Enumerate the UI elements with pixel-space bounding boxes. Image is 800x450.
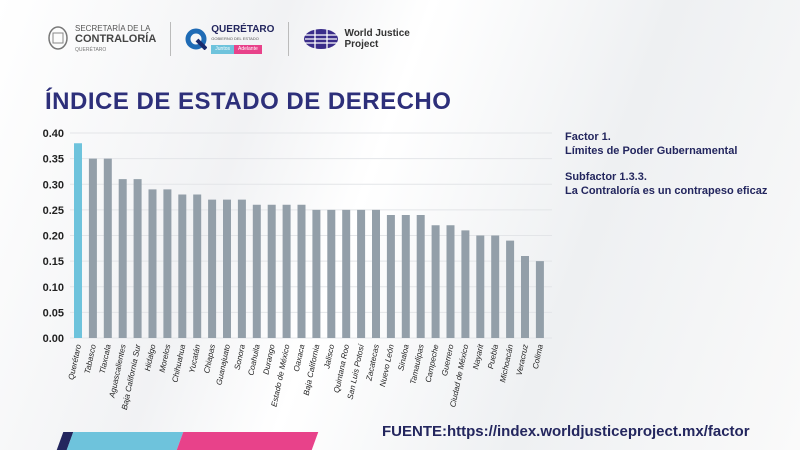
decorative-stripe <box>56 432 319 450</box>
x-tick-label: Oaxaca <box>292 343 307 372</box>
x-tick-label: Hidalgo <box>143 343 158 372</box>
queretaro-line2: GOBIERNO DEL ESTADO <box>211 35 259 41</box>
contraloria-line1: SECRETARÍA DE LA <box>75 23 151 33</box>
coat-of-arms-icon <box>48 26 68 50</box>
x-tick-label: Sonora <box>233 343 247 371</box>
factor-label: Factor 1. <box>565 131 611 143</box>
divider <box>170 22 172 56</box>
x-tick-label: Zacatecas <box>364 344 381 383</box>
source-text: FUENTE:https://index.worldjusticeproject… <box>382 423 750 440</box>
x-tick-label: Veracruz <box>515 344 530 377</box>
y-tick-label: 0.00 <box>43 333 64 345</box>
x-tick-label: Yucatán <box>187 343 202 374</box>
x-tick-label: Tamaulipas <box>408 344 425 386</box>
logo-contraloria: SECRETARÍA DE LA CONTRALORÍA QUERÉTARO <box>45 23 156 56</box>
x-tick-label: Coahuila <box>246 343 261 376</box>
bar <box>401 215 410 338</box>
bar <box>237 199 246 338</box>
y-tick-label: 0.40 <box>43 128 64 140</box>
x-tick-label: Guerrero <box>440 343 456 377</box>
bar <box>223 199 231 338</box>
bar <box>178 194 187 338</box>
x-tick-label: Querétaro <box>67 343 83 381</box>
bar <box>476 235 485 338</box>
bar <box>357 209 366 338</box>
bar <box>342 209 351 338</box>
bar <box>267 204 276 338</box>
bar <box>118 179 127 338</box>
bar <box>193 194 202 338</box>
y-tick-label: 0.35 <box>43 154 64 166</box>
bar <box>282 204 291 338</box>
bar <box>521 256 529 338</box>
x-tick-label: Durango <box>261 343 276 375</box>
bar <box>327 209 336 338</box>
factor-info: Factor 1. Límites de Poder Gubernamental … <box>565 130 767 210</box>
x-tick-label: Colima <box>531 343 545 370</box>
contraloria-sub: QUERÉTARO <box>75 46 107 53</box>
logo-queretaro: QUERÉTARO GOBIERNO DEL ESTADO Juntos Ade… <box>185 23 275 54</box>
y-tick-label: 0.30 <box>43 179 64 191</box>
queretaro-q-icon <box>185 28 208 50</box>
bar <box>535 261 544 338</box>
x-tick-label: Campeche <box>424 343 441 383</box>
tag-juntos: Juntos <box>211 44 235 54</box>
queretaro-line1: QUERÉTARO <box>211 23 275 35</box>
bar <box>506 240 515 338</box>
globe-icon <box>304 29 339 49</box>
bar <box>297 204 306 338</box>
bar <box>461 230 470 338</box>
tag-adelante: Adelante <box>234 44 262 54</box>
bar <box>163 189 172 338</box>
x-tick-label: Morelos <box>158 344 173 374</box>
subfactor-label: Subfactor 1.3.3. <box>565 171 647 183</box>
x-tick-label: Chihuahua <box>170 343 187 383</box>
bar <box>133 179 142 338</box>
divider <box>288 22 290 56</box>
x-tick-label: Michoacán <box>498 343 515 383</box>
x-tick-label: Chiapas <box>202 344 217 375</box>
y-tick-label: 0.20 <box>43 231 64 243</box>
x-tick-label: Jalisco <box>322 343 336 370</box>
subfactor-name: La Contraloría es un contrapeso eficaz <box>565 185 768 197</box>
x-tick-label: Tabasco <box>83 343 98 375</box>
bar <box>74 143 82 338</box>
y-tick-label: 0.05 <box>43 307 64 319</box>
logo-wjp: World Justice Project <box>303 28 410 50</box>
x-tick-label: Nuevo León <box>378 343 396 388</box>
bar <box>312 209 321 338</box>
x-tick-label: Guanajuato <box>215 343 233 386</box>
y-tick-label: 0.25 <box>43 205 64 217</box>
page-title: ÍNDICE DE ESTADO DE DERECHO <box>45 88 452 115</box>
x-tick-label: Sinaloa <box>396 343 410 372</box>
x-tick-label: Tlaxcala <box>98 343 113 375</box>
y-tick-label: 0.15 <box>43 256 64 268</box>
header-logos: SECRETARÍA DE LA CONTRALORÍA QUERÉTARO Q… <box>45 22 410 56</box>
y-tick-label: 0.10 <box>43 282 64 294</box>
bar <box>148 189 157 338</box>
x-tick-label: Puebla <box>486 343 500 370</box>
bar <box>88 158 97 338</box>
contraloria-line2: CONTRALORÍA <box>75 32 157 45</box>
factor-name: Límites de Poder Gubernamental <box>565 145 738 157</box>
bar <box>252 204 261 338</box>
bar <box>416 215 425 338</box>
wjp-line2: Project <box>344 39 379 50</box>
bar <box>208 199 217 338</box>
x-tick-label: Nayarit <box>471 343 485 370</box>
bar <box>103 158 112 338</box>
bar <box>386 215 395 338</box>
bar <box>372 209 380 338</box>
bar <box>431 225 440 338</box>
bar <box>491 235 500 338</box>
wjp-line1: World Justice <box>344 28 410 39</box>
bar <box>446 225 455 338</box>
